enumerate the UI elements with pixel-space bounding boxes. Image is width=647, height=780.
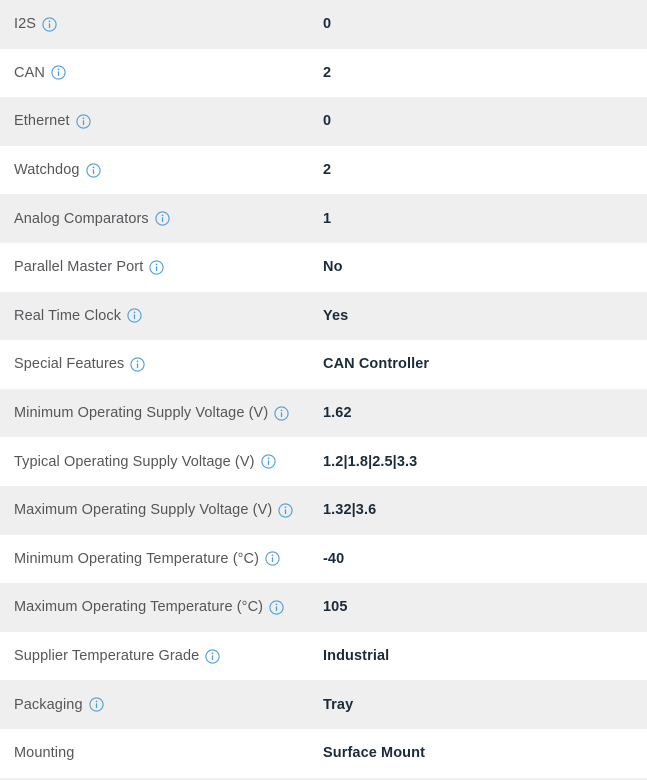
table-row: Supplier Temperature Grade Industrial — [0, 631, 647, 681]
table-row: Minimum Operating Supply Voltage (V) 1.6… — [0, 388, 647, 438]
row-label: Maximum Operating Temperature (°C) — [14, 599, 264, 616]
row-label: Watchdog — [14, 162, 80, 179]
row-value: Tray — [323, 696, 354, 713]
row-label: Mounting — [14, 745, 75, 762]
info-icon[interactable] — [274, 405, 289, 421]
row-value: Yes — [323, 307, 349, 324]
row-value: 105 — [323, 599, 348, 616]
row-label-cell: Special Features — [0, 356, 323, 372]
row-value: Industrial — [323, 648, 390, 665]
row-value: 2 — [323, 162, 332, 179]
table-row: Minimum Operating Temperature (°C) -40 — [0, 534, 647, 584]
info-icon[interactable] — [85, 162, 101, 178]
info-icon[interactable] — [127, 308, 142, 323]
row-label-cell: Maximum Operating Temperature (°C) — [0, 599, 323, 615]
row-value: 0 — [323, 16, 332, 33]
info-icon[interactable] — [278, 503, 293, 518]
row-value: 1.2|1.8|2.5|3.3 — [323, 453, 418, 470]
info-icon[interactable] — [89, 697, 104, 712]
row-value: 2 — [323, 64, 332, 81]
info-icon[interactable] — [205, 648, 220, 664]
row-label-cell: Maximum Operating Supply Voltage (V) — [0, 502, 323, 518]
row-label-cell: CAN — [0, 65, 323, 81]
info-icon[interactable] — [265, 551, 280, 566]
row-label: Ethernet — [14, 113, 70, 130]
row-value: 1 — [323, 210, 332, 227]
table-row: Mounting Surface Mount — [0, 728, 647, 778]
table-row: Real Time Clock Yes — [0, 291, 647, 341]
table-row: Analog Comparators 1 — [0, 194, 647, 243]
row-label: Typical Operating Supply Voltage (V) — [14, 453, 255, 470]
row-label-cell: Mounting — [0, 745, 323, 761]
row-value: Surface Mount — [323, 745, 425, 762]
table-row: Typical Operating Supply Voltage (V) 1.2… — [0, 437, 647, 486]
row-label-cell: Parallel Master Port — [0, 259, 323, 275]
row-value: 1.32|3.6 — [323, 502, 377, 519]
info-icon[interactable] — [149, 260, 164, 275]
row-value: No — [323, 259, 343, 276]
info-icon[interactable] — [51, 65, 66, 81]
row-label-cell: Analog Comparators — [0, 211, 323, 227]
row-label-cell: Packaging — [0, 697, 323, 713]
row-label-cell: Minimum Operating Temperature (°C) — [0, 551, 323, 567]
row-value: 0 — [323, 113, 332, 130]
row-label: Supplier Temperature Grade — [14, 648, 200, 665]
row-value: -40 — [323, 550, 345, 567]
row-label: Real Time Clock — [14, 307, 122, 324]
row-label-cell: Watchdog — [0, 162, 323, 178]
row-label: Minimum Operating Temperature (°C) — [14, 550, 260, 567]
table-row: CAN 2 — [0, 48, 647, 98]
row-label-cell: Minimum Operating Supply Voltage (V) — [0, 405, 323, 421]
row-label-cell: I2S — [0, 16, 323, 32]
row-label-cell: Ethernet — [0, 113, 323, 129]
row-label: CAN — [14, 64, 45, 81]
info-icon[interactable] — [42, 17, 57, 32]
row-value: 1.62 — [323, 405, 352, 422]
row-label: Parallel Master Port — [14, 259, 144, 276]
table-row: Watchdog 2 — [0, 145, 647, 195]
table-row: Parallel Master Port No — [0, 242, 647, 292]
info-icon[interactable] — [155, 211, 170, 226]
info-icon[interactable] — [76, 114, 91, 129]
row-value: CAN Controller — [323, 356, 430, 373]
info-icon[interactable] — [130, 357, 146, 372]
row-label-cell: Supplier Temperature Grade — [0, 648, 323, 664]
row-label: Minimum Operating Supply Voltage (V) — [14, 405, 269, 422]
table-row: Packaging Tray — [0, 680, 647, 729]
row-label: Analog Comparators — [14, 210, 149, 227]
next-row-peek — [0, 777, 647, 780]
table-row: Ethernet 0 — [0, 97, 647, 146]
row-label: I2S — [14, 16, 37, 33]
table-row: Maximum Operating Temperature (°C) 105 — [0, 583, 647, 632]
row-label: Special Features — [14, 356, 125, 373]
info-icon[interactable] — [260, 454, 276, 469]
table-row: Maximum Operating Supply Voltage (V) 1.3… — [0, 485, 647, 535]
table-row: I2S 0 — [0, 0, 647, 49]
info-icon[interactable] — [269, 600, 284, 615]
row-label-cell: Typical Operating Supply Voltage (V) — [0, 454, 323, 470]
table-row: Special Features CAN Controller — [0, 340, 647, 389]
row-label: Maximum Operating Supply Voltage (V) — [14, 502, 273, 519]
row-label: Packaging — [14, 696, 83, 713]
row-label-cell: Real Time Clock — [0, 308, 323, 324]
